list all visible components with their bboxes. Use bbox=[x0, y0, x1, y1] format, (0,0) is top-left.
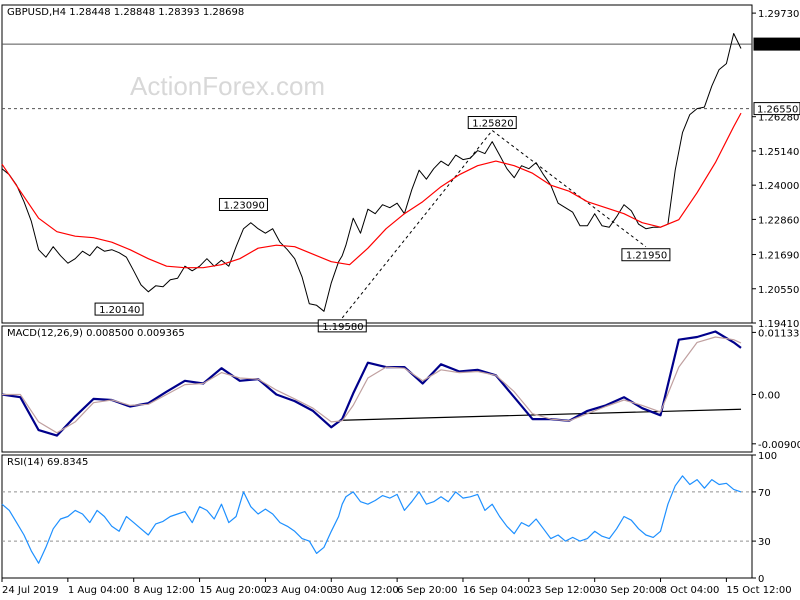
price-series-line bbox=[1, 33, 742, 312]
y-tick-label: 30 bbox=[758, 537, 771, 548]
price-annotation: 1.21950 bbox=[626, 251, 667, 262]
y-tick-label: 100 bbox=[758, 451, 777, 462]
y-tick-label: 1.26280 bbox=[758, 113, 799, 124]
price-panel-frame bbox=[1, 4, 753, 324]
trendline bbox=[491, 130, 647, 248]
price-series-line bbox=[1, 112, 742, 269]
x-tick-label: 24 Jul 2019 bbox=[2, 585, 59, 596]
macd-panel-frame bbox=[1, 325, 753, 453]
level-badge-label: 1.26550 bbox=[757, 105, 798, 116]
price-annotation-box bbox=[218, 197, 268, 211]
price-annotation: 1.20140 bbox=[99, 305, 140, 316]
y-tick-label: 0 bbox=[758, 574, 764, 585]
x-tick-label: 16 Sep 04:00 bbox=[463, 585, 530, 596]
trendline bbox=[341, 130, 493, 319]
price-annotation: 1.19580 bbox=[322, 322, 363, 333]
y-tick-label: 1.25140 bbox=[758, 147, 799, 158]
y-tick-label: 1.29730 bbox=[758, 9, 799, 20]
rsi-panel-frame bbox=[1, 454, 753, 579]
x-tick-label: 30 Sep 20:00 bbox=[595, 585, 662, 596]
price-title: GBPUSD,H4 1.28448 1.28848 1.28393 1.2869… bbox=[7, 7, 244, 18]
y-tick-label: 1.21690 bbox=[758, 251, 799, 262]
x-tick-label: 15 Oct 12:00 bbox=[726, 585, 791, 596]
y-tick-label: 1.19410 bbox=[758, 319, 799, 330]
price-annotation: 1.23090 bbox=[223, 200, 264, 211]
x-tick-label: 6 Sep 20:00 bbox=[397, 585, 457, 596]
rsi-series-line bbox=[1, 475, 742, 564]
rsi-title: RSI(14) 69.8345 bbox=[7, 457, 88, 468]
macd-title: MACD(12,26,9) 0.008500 0.009365 bbox=[7, 328, 185, 339]
y-tick-label: 0.00 bbox=[758, 390, 780, 401]
y-tick-label: 70 bbox=[758, 488, 771, 499]
y-tick-label: 1.20550 bbox=[758, 285, 799, 296]
trendline bbox=[342, 408, 742, 421]
level-badge-label: 1.28698 bbox=[757, 40, 798, 51]
x-tick-label: 23 Aug 04:00 bbox=[265, 585, 332, 596]
price-annotation: 1.25820 bbox=[472, 119, 513, 130]
price-annotation-box bbox=[621, 248, 671, 262]
y-tick-label: -0.009006 bbox=[758, 440, 800, 451]
macd-series-line bbox=[2, 336, 742, 434]
level-badge bbox=[753, 102, 800, 116]
x-tick-label: 8 Oct 04:00 bbox=[661, 585, 720, 596]
x-tick-label: 23 Sep 12:00 bbox=[529, 585, 596, 596]
y-tick-label: 1.22860 bbox=[758, 215, 799, 226]
level-badge bbox=[753, 37, 800, 51]
watermark: ActionForex.com bbox=[130, 71, 325, 101]
macd-series-line bbox=[1, 330, 742, 437]
x-tick-label: 15 Aug 20:00 bbox=[200, 585, 267, 596]
x-tick-label: 30 Aug 12:00 bbox=[331, 585, 398, 596]
y-tick-label: 1.24000 bbox=[758, 181, 799, 192]
price-annotation-box bbox=[467, 116, 517, 130]
x-tick-label: 8 Aug 12:00 bbox=[134, 585, 195, 596]
price-annotation-box bbox=[94, 302, 144, 316]
y-tick-label: 0.011332 bbox=[758, 328, 800, 339]
x-tick-label: 1 Aug 04:00 bbox=[68, 585, 129, 596]
